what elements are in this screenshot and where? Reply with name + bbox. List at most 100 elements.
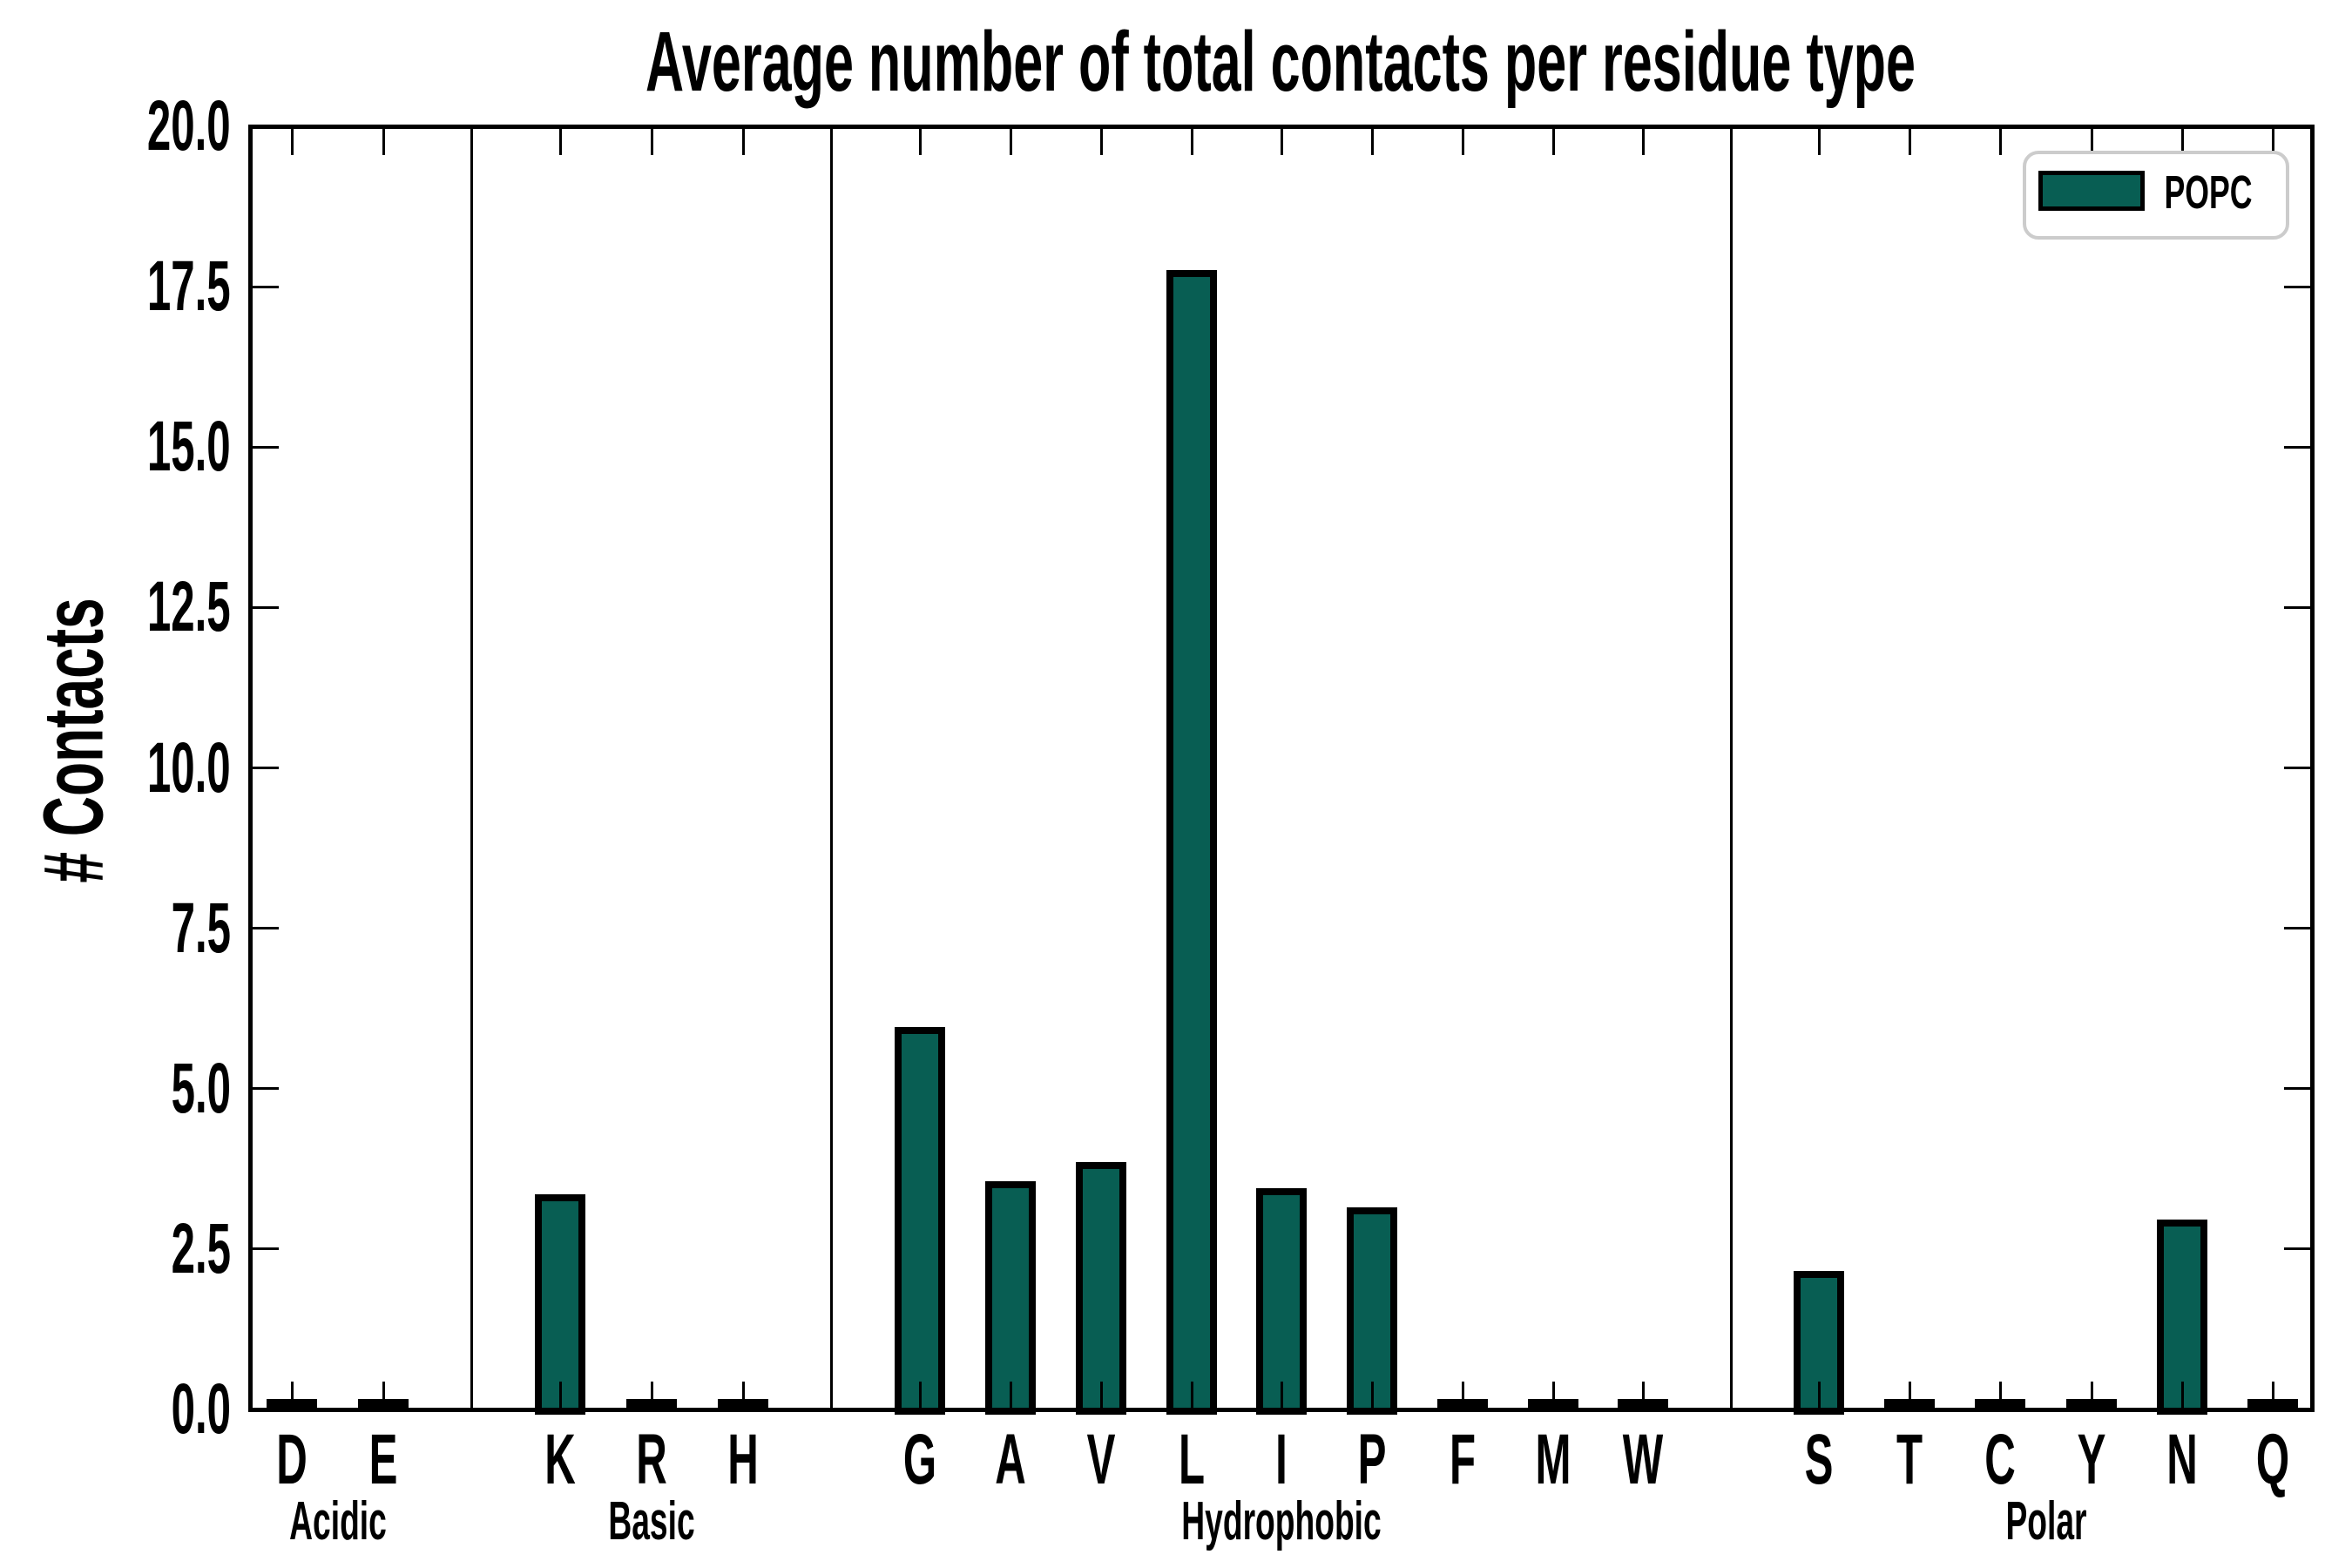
legend-box: POPC — [2023, 151, 2289, 240]
y-tick-right-10 — [2283, 767, 2310, 769]
x-tick-top-K — [558, 128, 562, 155]
chart-title: Average number of total contacts per res… — [645, 14, 1916, 109]
y-tick-label-2.5: 2.5 — [0, 1213, 231, 1285]
x-tick-bottom-M — [1551, 1381, 1555, 1408]
y-tick-label-17.5: 17.5 — [0, 251, 231, 322]
y-tick-label-text: 15.0 — [147, 407, 231, 487]
x-tick-top-N — [2180, 128, 2184, 155]
y-tick-label-7.5: 7.5 — [0, 888, 231, 968]
y-tick-label-text: 20.0 — [147, 86, 231, 166]
bar-G — [895, 1027, 945, 1415]
axes-spine-box — [247, 124, 2315, 1412]
residue-label-text: Y — [2077, 1420, 2106, 1499]
x-tick-bottom-H — [741, 1381, 745, 1408]
x-tick-top-P — [1370, 128, 1374, 155]
bar-I — [1256, 1187, 1307, 1415]
residue-label-text: L — [1178, 1420, 1206, 1499]
residue-label-text: P — [1357, 1420, 1387, 1499]
x-tick-bottom-R — [650, 1381, 653, 1408]
x-tick-bottom-V — [1099, 1381, 1103, 1408]
y-tick-label-0: 0.0 — [0, 1374, 231, 1445]
legend-color-swatch-icon — [2038, 171, 2145, 211]
group-label-text: Hydrophobic — [1181, 1491, 1382, 1551]
group-separator-line — [1729, 126, 1733, 1409]
y-tick-label-5: 5.0 — [0, 1052, 231, 1125]
y-tick-label-15: 15.0 — [0, 411, 231, 483]
x-tick-bottom-I — [1280, 1381, 1283, 1408]
group-label-text: Acidic — [288, 1491, 387, 1551]
y-tick-label-text: 10.0 — [147, 727, 231, 808]
residue-label-text: I — [1275, 1420, 1288, 1499]
residue-label-text: W — [1622, 1420, 1664, 1499]
x-tick-top-F — [1461, 128, 1464, 155]
x-tick-top-E — [382, 128, 385, 155]
y-tick-right-17.5 — [2283, 285, 2310, 288]
group-label-text: Basic — [608, 1491, 695, 1551]
x-tick-top-I — [1280, 128, 1283, 155]
y-tick-right-7.5 — [2283, 927, 2310, 930]
y-tick-left-12.5 — [252, 605, 279, 609]
y-tick-label-text: 12.5 — [147, 567, 231, 647]
group-label-text: Polar — [2004, 1491, 2087, 1551]
y-tick-label-text: 7.5 — [171, 888, 231, 968]
x-tick-bottom-A — [1009, 1381, 1012, 1408]
y-tick-label-text: 0.0 — [171, 1369, 231, 1449]
y-tick-left-15 — [252, 445, 279, 449]
x-tick-bottom-K — [558, 1381, 562, 1408]
x-tick-bottom-C — [1998, 1381, 2002, 1408]
x-tick-top-G — [918, 128, 922, 155]
residue-label-text: G — [902, 1420, 937, 1499]
y-tick-right-15 — [2283, 445, 2310, 449]
residue-label-text: E — [368, 1420, 398, 1499]
residue-label-text: R — [636, 1420, 667, 1499]
x-tick-bottom-T — [1908, 1381, 1911, 1408]
residue-label-text: K — [544, 1420, 576, 1499]
residue-label-text: S — [1804, 1420, 1834, 1499]
x-tick-top-V — [1099, 128, 1103, 155]
x-tick-top-C — [1998, 128, 2002, 155]
y-tick-left-2.5 — [252, 1247, 279, 1251]
y-tick-label-text: 2.5 — [171, 1208, 231, 1288]
x-tick-top-T — [1908, 128, 1911, 155]
bar-P — [1347, 1206, 1397, 1415]
residue-label-text: F — [1449, 1420, 1477, 1499]
x-tick-bottom-G — [918, 1381, 922, 1408]
y-tick-right-2.5 — [2283, 1247, 2310, 1251]
x-tick-bottom-L — [1190, 1381, 1193, 1408]
y-tick-left-7.5 — [252, 927, 279, 930]
x-tick-top-H — [741, 128, 745, 155]
residue-label-text: D — [276, 1420, 308, 1499]
bar-L — [1166, 270, 1217, 1415]
residue-label-text: M — [1535, 1420, 1571, 1499]
y-tick-label-20: 20.0 — [0, 91, 231, 162]
x-tick-bottom-D — [290, 1381, 294, 1408]
x-tick-bottom-W — [1641, 1381, 1645, 1408]
residue-label-text: V — [1086, 1420, 1116, 1499]
residue-label-text: A — [995, 1420, 1026, 1499]
group-separator-line — [830, 126, 833, 1409]
x-tick-top-L — [1190, 128, 1193, 155]
y-tick-label-10: 10.0 — [0, 727, 231, 808]
x-tick-bottom-Y — [2090, 1381, 2093, 1408]
x-tick-bottom-E — [382, 1381, 385, 1408]
x-tick-top-Y — [2090, 128, 2093, 155]
y-tick-right-5 — [2283, 1087, 2310, 1091]
residue-label-text: C — [1984, 1420, 2016, 1499]
residue-label-text: T — [1896, 1420, 1923, 1499]
x-tick-bottom-N — [2180, 1381, 2184, 1408]
x-tick-top-D — [290, 128, 294, 155]
y-tick-left-5 — [252, 1087, 279, 1091]
x-tick-bottom-F — [1461, 1381, 1464, 1408]
bar-V — [1076, 1162, 1126, 1415]
group-separator-line — [470, 126, 473, 1409]
residue-label-text: Q — [2255, 1420, 2290, 1499]
residue-label-text: H — [727, 1420, 759, 1499]
x-tick-top-M — [1551, 128, 1555, 155]
y-tick-left-17.5 — [252, 285, 279, 288]
x-tick-top-S — [1817, 128, 1821, 155]
x-tick-bottom-S — [1817, 1381, 1821, 1408]
x-tick-top-A — [1009, 128, 1012, 155]
x-tick-bottom-Q — [2271, 1381, 2274, 1408]
x-tick-top-W — [1641, 128, 1645, 155]
